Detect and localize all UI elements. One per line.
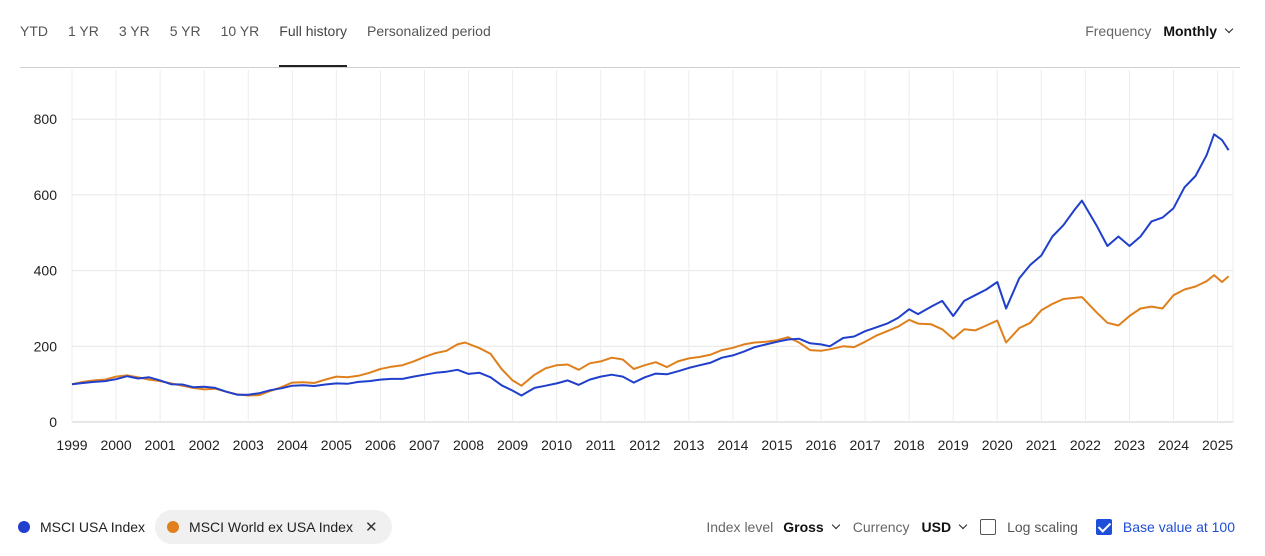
tab-divider — [20, 67, 1240, 68]
index-level-label: Index level — [706, 519, 774, 535]
x-tick-label: 2005 — [321, 437, 352, 453]
y-tick-label: 200 — [34, 338, 58, 354]
tab-ytd[interactable]: YTD — [20, 23, 48, 39]
series-color-dot — [167, 521, 180, 533]
series-color-dot — [18, 521, 30, 533]
tab-5-yr[interactable]: 5 YR — [169, 23, 201, 39]
x-tick-label: 2012 — [629, 437, 660, 453]
index-level-selector[interactable]: Index level Gross — [706, 519, 840, 535]
log-scaling-toggle[interactable]: Log scaling — [980, 519, 1078, 535]
currency-value[interactable]: USD — [921, 519, 952, 535]
x-tick-label: 2020 — [982, 437, 1013, 453]
x-tick-label: 2015 — [761, 437, 792, 453]
base-value-toggle[interactable]: Base value at 100 — [1095, 519, 1235, 535]
x-tick-label: 2003 — [233, 437, 264, 453]
index-performance-chart: 0 200 400 600 800 1999 2000 2001 2002 2003 2004 20… — [34, 70, 1234, 453]
close-icon[interactable]: ✕ — [364, 519, 378, 536]
tab-full-history[interactable]: Full history — [279, 18, 347, 67]
x-tick-label: 2002 — [189, 437, 220, 453]
x-tick-label: 2018 — [894, 437, 925, 453]
legend: MSCI USA Index MSCI World ex USA Index ✕ — [18, 510, 392, 544]
grid — [71, 70, 1234, 423]
frequency-value[interactable]: Monthly — [1163, 23, 1217, 39]
currency-label: Currency — [852, 519, 910, 535]
tab-personalized-period[interactable]: Personalized period — [366, 23, 491, 39]
y-tick-label: 600 — [34, 187, 58, 203]
x-tick-label: 2025 — [1202, 437, 1233, 453]
legend-label: MSCI World ex USA Index — [189, 519, 353, 535]
y-tick-label: 800 — [34, 111, 58, 127]
chevron-down-icon — [1224, 24, 1234, 34]
y-tick-label: 400 — [34, 263, 58, 279]
legend-label: MSCI USA Index — [40, 519, 146, 535]
x-tick-label: 2007 — [409, 437, 440, 453]
x-tick-label: 2006 — [365, 437, 396, 453]
frequency-label: Frequency — [1085, 23, 1152, 39]
x-tick-label: 2016 — [805, 437, 836, 453]
tab-3-yr[interactable]: 3 YR — [118, 23, 150, 39]
chart-controls: Index level Gross Currency USD Log scali… — [706, 510, 1235, 544]
series-lines — [71, 133, 1230, 397]
tab-1-yr[interactable]: 1 YR — [68, 23, 99, 39]
x-tick-label: 2010 — [541, 437, 572, 453]
y-axis-ticks: 0 200 400 600 800 — [34, 111, 58, 430]
period-tabs: YTD 1 YR 3 YR 5 YR 10 YR Full history Pe… — [20, 18, 511, 68]
x-tick-label: 2013 — [673, 437, 704, 453]
x-tick-label: 2011 — [586, 437, 616, 453]
legend-item-msci-world-ex-usa[interactable]: MSCI World ex USA Index ✕ — [155, 510, 392, 544]
x-tick-label: 2017 — [850, 437, 881, 453]
log-scaling-checkbox[interactable] — [980, 519, 997, 535]
tab-10-yr[interactable]: 10 YR — [220, 23, 260, 39]
x-tick-label: 2024 — [1158, 437, 1189, 453]
legend-item-msci-usa[interactable]: MSCI USA Index — [18, 510, 145, 544]
x-tick-label: 2014 — [717, 437, 748, 453]
chevron-down-icon — [831, 520, 840, 530]
x-tick-label: 2004 — [277, 437, 308, 453]
x-tick-label: 2022 — [1070, 437, 1101, 453]
x-tick-label: 2009 — [497, 437, 528, 453]
x-tick-label: 2001 — [145, 437, 176, 453]
base-value-checkbox[interactable] — [1095, 519, 1112, 535]
frequency-selector[interactable]: Frequency Monthly — [1085, 23, 1234, 39]
x-axis-ticks: 1999 2000 2001 2002 2003 2004 2005 2006 2007 2008… — [56, 437, 1233, 453]
x-tick-label: 2000 — [100, 437, 131, 453]
x-tick-label: 2021 — [1026, 437, 1057, 453]
x-tick-label: 2023 — [1114, 437, 1145, 453]
currency-selector[interactable]: Currency USD — [852, 519, 968, 535]
index-level-value[interactable]: Gross — [783, 519, 824, 535]
log-scaling-label: Log scaling — [1007, 519, 1078, 535]
y-tick-label: 0 — [49, 414, 57, 430]
x-tick-label: 1999 — [56, 437, 87, 453]
chevron-down-icon — [958, 520, 968, 530]
x-tick-label: 2019 — [938, 437, 969, 453]
base-value-label: Base value at 100 — [1122, 519, 1235, 535]
x-tick-label: 2008 — [453, 437, 484, 453]
series-line-msci-usa — [71, 133, 1230, 397]
series-line-msci-world-ex-usa — [71, 274, 1230, 397]
